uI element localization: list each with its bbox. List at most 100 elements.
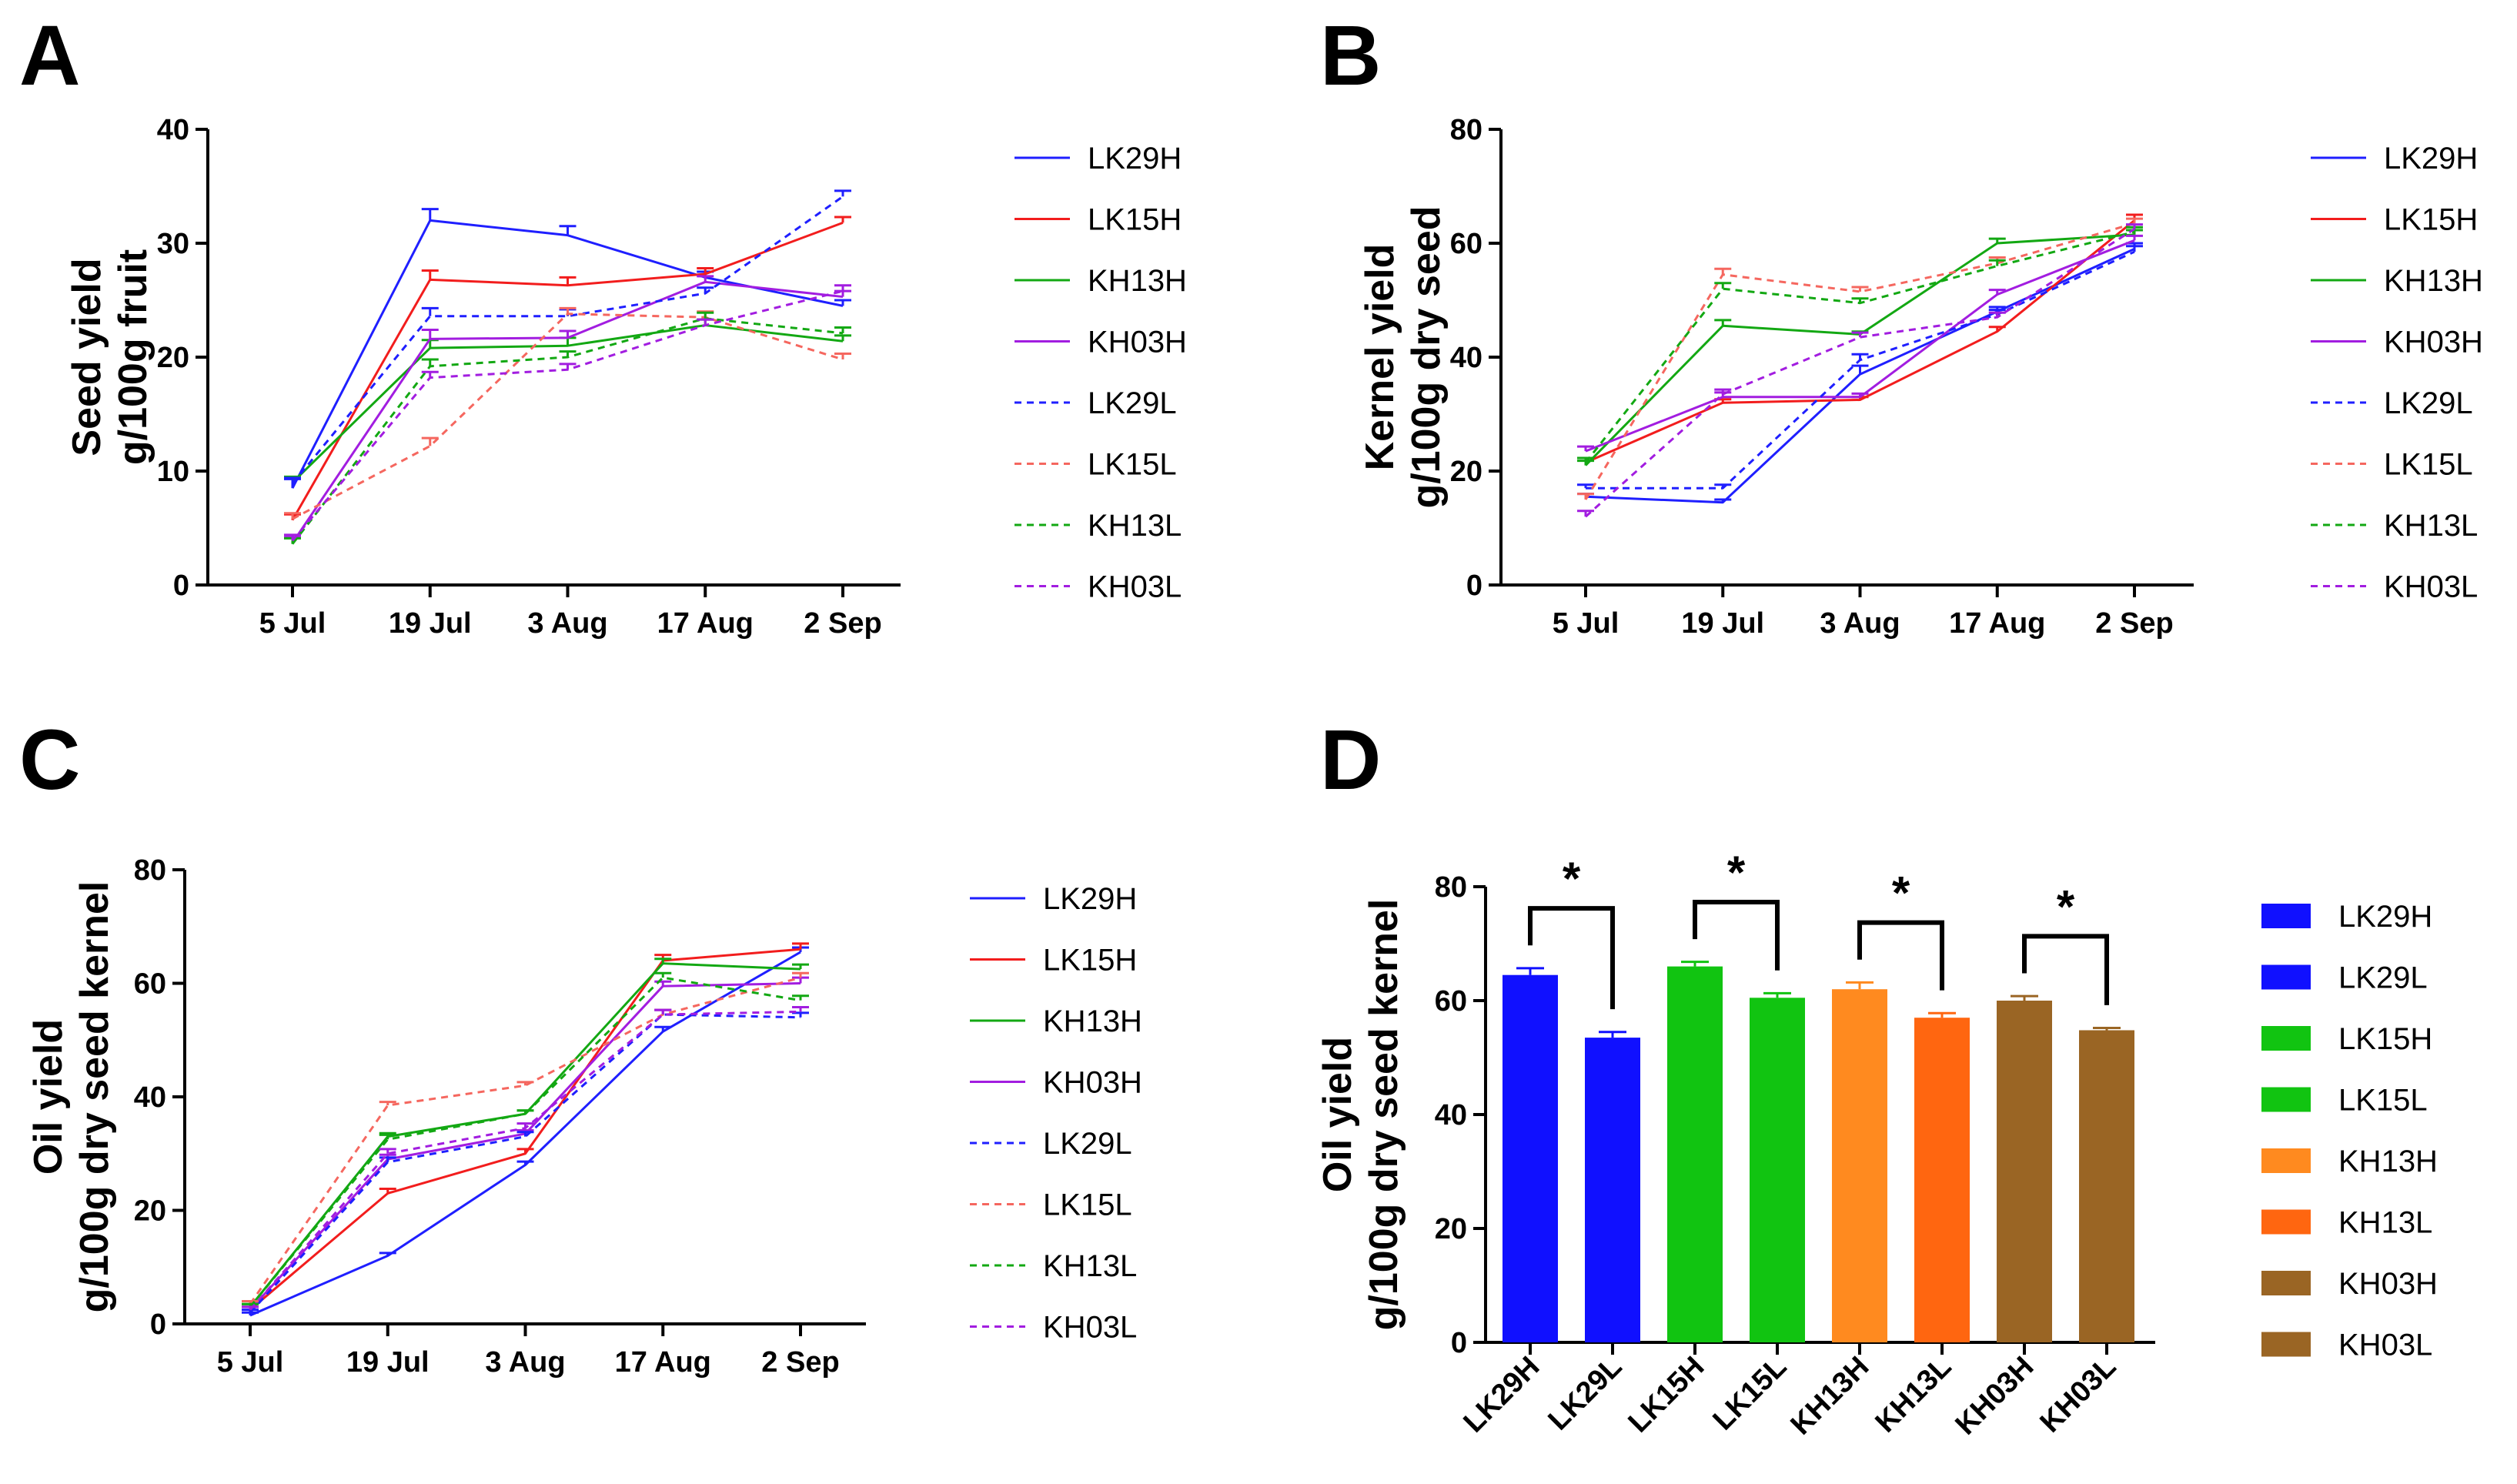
significance-bracket bbox=[1693, 899, 1780, 971]
series-kh03h bbox=[242, 976, 809, 1311]
x-tick-label: KH03H bbox=[1950, 1351, 2041, 1442]
series-kh03l bbox=[284, 284, 851, 542]
y-tick-label: 80 bbox=[134, 854, 166, 887]
y-tick-label: 80 bbox=[1450, 114, 1482, 146]
panel-letter-c: C bbox=[19, 713, 80, 807]
x-tick-label: 19 Jul bbox=[346, 1346, 430, 1379]
x-tick-label: 19 Jul bbox=[389, 607, 472, 640]
legend-label-lk15h: LK15H bbox=[1088, 203, 1182, 237]
legend-swatch-kh03h bbox=[2261, 1271, 2311, 1295]
x-tick-label: 2 Sep bbox=[761, 1346, 839, 1379]
legend-label-lk29l: LK29L bbox=[2384, 386, 2473, 420]
legend-swatch-kh03l bbox=[2261, 1332, 2311, 1357]
y-tick-label: 60 bbox=[134, 968, 166, 1001]
legend-label-kh13l: KH13L bbox=[1088, 509, 1182, 543]
y-axis-title-line: Oil yield bbox=[26, 1019, 71, 1175]
legend-label-kh03h: KH03H bbox=[1088, 326, 1187, 359]
bar-kh13h bbox=[1832, 989, 1887, 1342]
y-axis-title-line: g/100g dry seed kernel bbox=[72, 881, 117, 1313]
legend-label-kh13l: KH13L bbox=[2384, 509, 2478, 543]
series-line-lk15h bbox=[1585, 219, 2135, 464]
legend-label-kh13l: KH13L bbox=[2338, 1206, 2432, 1240]
legend-label-kh13h: KH13H bbox=[2384, 264, 2483, 298]
x-tick-label: KH13H bbox=[1785, 1351, 1876, 1442]
y-tick-label: 40 bbox=[157, 114, 189, 146]
x-tick-label: LK15H bbox=[1623, 1351, 1711, 1439]
y-tick-label: 0 bbox=[1451, 1327, 1467, 1359]
x-tick-label: 5 Jul bbox=[1553, 607, 1620, 640]
series-line-lk15h bbox=[291, 221, 844, 521]
series-kh03h bbox=[284, 275, 851, 544]
y-axis-title-line: Oil yield bbox=[1315, 1037, 1360, 1192]
panel-letter-a: A bbox=[19, 8, 80, 103]
legend-label-lk29h: LK29H bbox=[1043, 882, 1137, 916]
legend-swatch-lk15h bbox=[2261, 1026, 2311, 1051]
x-tick-label: 3 Aug bbox=[527, 607, 607, 640]
legend-label-kh13l: KH13L bbox=[1043, 1249, 1137, 1283]
y-axis-title: Oil yieldg/100g dry seed kernel bbox=[26, 881, 117, 1313]
series-kh03h bbox=[1577, 234, 2143, 453]
x-tick-label: 19 Jul bbox=[1681, 607, 1764, 640]
significance-bracket bbox=[2022, 934, 2109, 1005]
x-tick-label: LK29L bbox=[1543, 1351, 1629, 1437]
panel-letter-d: D bbox=[1320, 713, 1381, 807]
y-axis-title-line: g/100g fruit bbox=[111, 249, 155, 465]
x-tick-label: LK15L bbox=[1707, 1351, 1793, 1437]
y-tick-label: 40 bbox=[1435, 1099, 1467, 1131]
series-line-kh13l bbox=[1584, 230, 2135, 463]
series-line-kh13l bbox=[249, 976, 801, 1308]
y-tick-label: 0 bbox=[150, 1309, 166, 1341]
legend-swatch-lk29l bbox=[2261, 964, 2311, 990]
legend-label-lk29l: LK29L bbox=[1043, 1127, 1132, 1161]
legend-label-lk29l: LK29L bbox=[2338, 961, 2428, 995]
significance-star: * bbox=[1892, 867, 1910, 919]
legend-label-lk29h: LK29H bbox=[2384, 142, 2478, 175]
y-axis-title-line: g/100g dry seed bbox=[1404, 206, 1449, 508]
y-axis-title: Seed yieldg/100g fruit bbox=[65, 249, 155, 465]
y-tick-label: 40 bbox=[134, 1081, 166, 1114]
series-kh03l bbox=[242, 1005, 809, 1311]
y-axis-title-line: Seed yield bbox=[65, 258, 109, 456]
legend-label-lk29l: LK29L bbox=[1088, 386, 1177, 420]
significance-star: * bbox=[2057, 881, 2075, 932]
x-tick-label: KH13L bbox=[1870, 1351, 1958, 1439]
bar-lk29h bbox=[1503, 974, 1558, 1342]
significance-star: * bbox=[1727, 847, 1746, 898]
series-line-kh03h bbox=[291, 280, 844, 544]
legend-label-kh03l: KH03L bbox=[2384, 570, 2478, 604]
y-tick-label: 60 bbox=[1435, 985, 1467, 1018]
significance-bracket bbox=[1857, 920, 1944, 991]
y-tick-label: 0 bbox=[173, 570, 189, 602]
significance-bracket bbox=[1528, 906, 1615, 1010]
legend-label-lk15l: LK15L bbox=[2338, 1084, 2428, 1118]
x-tick-label: KH03L bbox=[2034, 1351, 2123, 1439]
legend-swatch-lk29h bbox=[2261, 904, 2311, 928]
x-tick-label: 17 Aug bbox=[657, 607, 754, 640]
y-tick-label: 30 bbox=[157, 228, 189, 260]
legend-label-kh13h: KH13H bbox=[1043, 1004, 1142, 1038]
bar-kh13l bbox=[1914, 1018, 1970, 1342]
bar-kh03h bbox=[1997, 1001, 2052, 1342]
legend-label-lk15l: LK15L bbox=[1043, 1188, 1132, 1222]
y-tick-label: 20 bbox=[157, 342, 189, 374]
legend-label-lk15h: LK15H bbox=[2338, 1022, 2432, 1056]
y-tick-label: 40 bbox=[1450, 342, 1482, 374]
y-tick-label: 80 bbox=[1435, 871, 1467, 904]
series-lk15h bbox=[1577, 213, 2143, 464]
legend-label-kh13h: KH13H bbox=[1088, 264, 1187, 298]
legend-label-lk29h: LK29H bbox=[2338, 900, 2432, 934]
series-kh13l bbox=[1577, 226, 2143, 463]
x-tick-label: 2 Sep bbox=[804, 607, 881, 640]
legend-label-lk15h: LK15H bbox=[1043, 944, 1137, 978]
x-tick-label: 17 Aug bbox=[615, 1346, 711, 1379]
chart-d-oil-yield-bars: 0 20 40 60 80 Oil yieldg/100g dry seed kernel… bbox=[1315, 847, 2438, 1441]
series-kh03l bbox=[1577, 223, 2143, 518]
y-tick-label: 20 bbox=[1435, 1213, 1467, 1245]
bar-lk29l bbox=[1585, 1038, 1640, 1342]
x-tick-label: 17 Aug bbox=[1949, 607, 2045, 640]
legend-label-lk15l: LK15L bbox=[1088, 448, 1177, 482]
series-kh13h bbox=[284, 318, 851, 483]
legend-label-kh03l: KH03L bbox=[1088, 570, 1182, 604]
y-axis-title-line: g/100g dry seed kernel bbox=[1362, 899, 1406, 1331]
panel-letter-b: B bbox=[1320, 8, 1381, 103]
